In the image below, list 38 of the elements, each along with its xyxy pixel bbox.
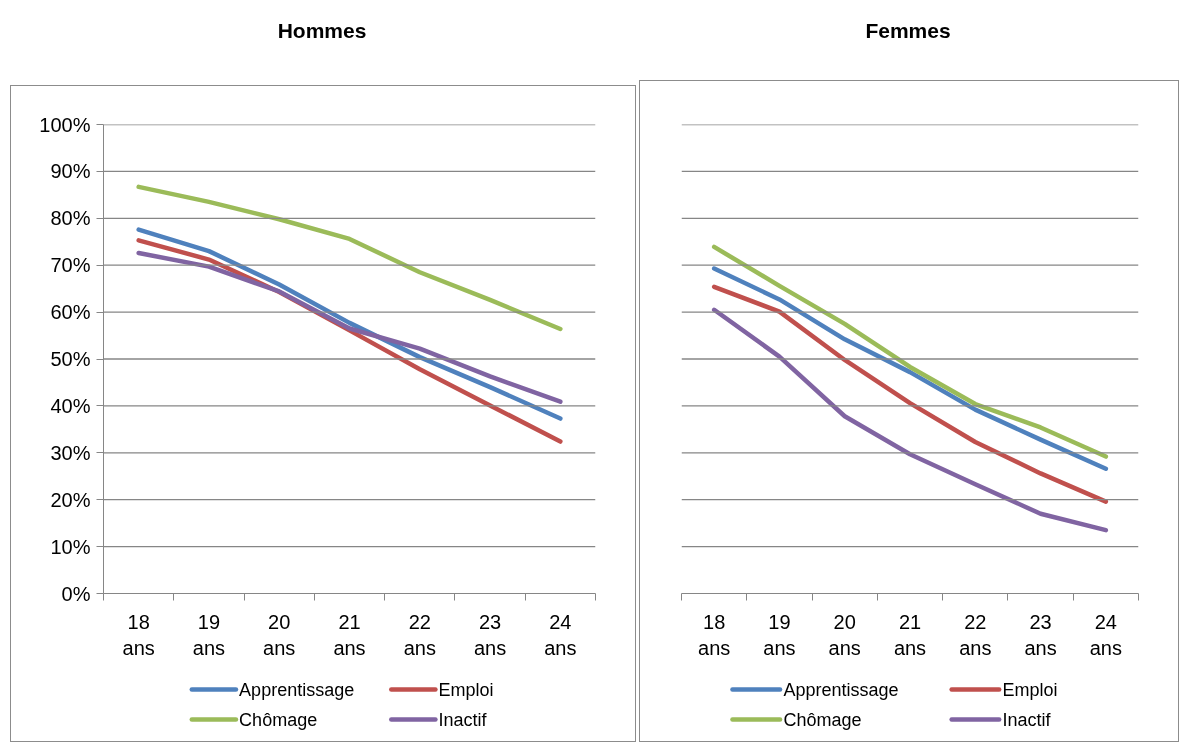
x-tick-label: 20 ans bbox=[263, 610, 296, 659]
legend-label: Inactif bbox=[438, 709, 488, 730]
x-tick-label: 24 ans bbox=[1089, 610, 1122, 659]
y-tick-label: 20% bbox=[50, 488, 91, 511]
y-tick-label: 80% bbox=[50, 207, 91, 230]
x-tick-label: 19 ans bbox=[763, 610, 796, 659]
y-tick-label: 70% bbox=[50, 254, 91, 277]
chart-title: Femmes bbox=[865, 18, 951, 44]
y-tick-label: 100% bbox=[39, 113, 91, 136]
y-tick-label: 30% bbox=[50, 441, 91, 464]
chart-title: Hommes bbox=[277, 18, 367, 44]
line-series bbox=[136, 227, 563, 421]
line-series bbox=[136, 250, 563, 404]
y-tick-label: 10% bbox=[50, 535, 91, 558]
y-tick-label: 0% bbox=[61, 582, 91, 605]
legend-label: Apprentissage bbox=[239, 679, 355, 700]
x-tick-label: 24 ans bbox=[544, 610, 577, 659]
legend-label: Emploi bbox=[438, 679, 494, 700]
x-tick-label: 20 ans bbox=[828, 610, 861, 659]
y-tick-label: 90% bbox=[50, 160, 91, 183]
legend-label: Inactif bbox=[1002, 709, 1052, 730]
x-tick-label: 18 ans bbox=[122, 610, 155, 659]
x-tick-label: 21 ans bbox=[333, 610, 366, 659]
x-tick-label: 18 ans bbox=[698, 610, 731, 659]
legend-label: Apprentissage bbox=[783, 679, 899, 700]
legend-label: Emploi bbox=[1002, 679, 1058, 700]
x-tick-label: 23 ans bbox=[473, 610, 507, 659]
x-tick-label: 19 ans bbox=[192, 610, 226, 659]
y-tick-label: 50% bbox=[50, 348, 91, 370]
legend-label: Chômage bbox=[783, 709, 862, 730]
y-tick-label: 40% bbox=[50, 394, 91, 417]
y-tick-label: 60% bbox=[50, 301, 91, 324]
x-tick-label: 23 ans bbox=[1024, 610, 1057, 659]
x-tick-label: 22 ans bbox=[403, 610, 436, 659]
line-series bbox=[136, 184, 563, 332]
x-tick-label: 22 ans bbox=[959, 610, 992, 659]
x-tick-label: 21 ans bbox=[893, 610, 927, 659]
legend-label: Chômage bbox=[239, 709, 318, 730]
